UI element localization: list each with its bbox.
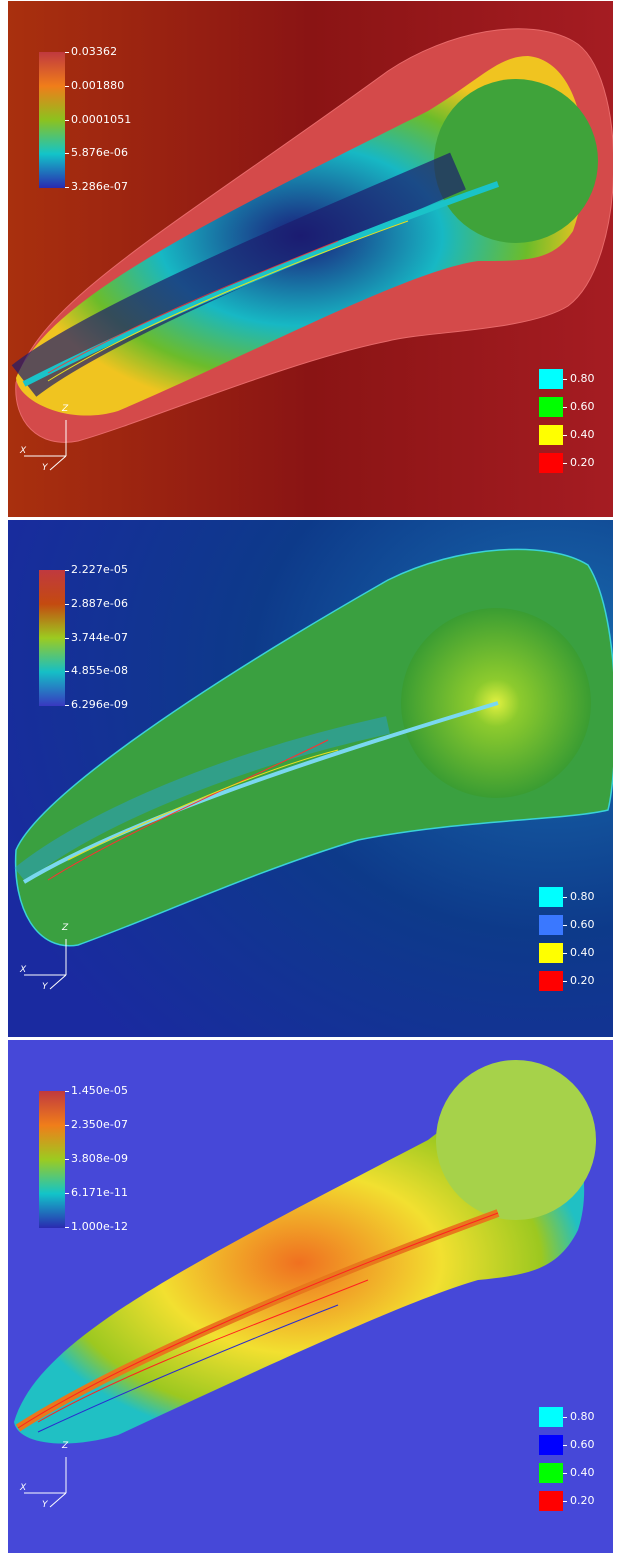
colorbar-tick-label: 6.171e-11 <box>71 1186 129 1199</box>
legend-swatch <box>539 1491 563 1511</box>
panel-tracer: 0.80 0.60 0.40 0.20 Z X Y 1.450e-05 2.350e-0… <box>8 1040 613 1553</box>
axis-y-label: Y <box>42 982 48 992</box>
colorbar-tick <box>65 1193 69 1194</box>
colorbar-tick-label: 2.350e-07 <box>71 1118 129 1131</box>
colorbar-tick <box>65 119 69 121</box>
legend-swatch <box>539 915 563 935</box>
axis-y-label: Y <box>42 463 48 473</box>
contour-legend-pressure: 0.80 0.60 0.40 0.20 <box>539 887 595 1002</box>
legend-swatch <box>539 1407 563 1427</box>
density-visualization <box>8 1 613 517</box>
legend-label: 0.80 <box>570 1410 595 1423</box>
legend-label: 0.60 <box>570 400 595 413</box>
colorbar-tick-label: 3.808e-09 <box>71 1152 129 1165</box>
contour-legend-density: 0.80 0.60 0.40 0.20 <box>539 369 595 484</box>
colorbar-tick-label: 1.450e-05 <box>71 1084 129 1097</box>
colorbar-tick-label: 4.855e-08 <box>71 664 129 678</box>
colorbar-tick-label: 3.286e-07 <box>71 180 129 193</box>
legend-label: 0.40 <box>570 1466 595 1479</box>
colorbar-tick-label: 6.296e-09 <box>71 698 129 711</box>
colorbar-tick <box>65 637 69 639</box>
legend-label: 0.20 <box>570 456 595 469</box>
axis-z-label: Z <box>62 923 69 933</box>
legend-tick <box>563 379 567 380</box>
legend-label: 0.60 <box>570 918 595 931</box>
colorbar-tick-label: 0.03362 <box>71 45 118 58</box>
legend-tick <box>563 925 567 926</box>
legend-swatch <box>539 1463 563 1483</box>
legend-label: 0.80 <box>570 890 595 903</box>
colorbar-tick-label: 0.001880 <box>71 78 125 92</box>
colorbar-tick <box>65 603 69 605</box>
legend-swatch <box>539 887 563 907</box>
legend-tick <box>563 407 567 408</box>
colorbar-tick-label: 2.227e-05 <box>71 563 129 576</box>
colorbar-tick <box>65 52 69 53</box>
legend-label: 0.20 <box>570 974 595 987</box>
legend-tick <box>563 1501 567 1502</box>
legend-tick <box>563 1417 567 1418</box>
axis-x-label: X <box>20 965 27 975</box>
colorbar-gradient <box>39 1091 65 1228</box>
colorbar-pressure <box>39 570 65 706</box>
colorbar-tick-label: 3.744e-07 <box>71 630 129 644</box>
axis-x-label: X <box>20 446 27 456</box>
axis-x-label: X <box>20 1483 27 1493</box>
pressure-visualization <box>8 520 613 1037</box>
legend-swatch <box>539 453 563 473</box>
colorbar-tracer <box>39 1091 65 1228</box>
axis-z-label: Z <box>62 404 69 414</box>
legend-tick <box>563 435 567 436</box>
axes-triad: Z X Y <box>20 404 80 476</box>
axes-triad: Z X Y <box>20 1441 80 1513</box>
colorbar-tick <box>65 187 69 188</box>
legend-label: 0.40 <box>570 946 595 959</box>
legend-swatch <box>539 397 563 417</box>
legend-swatch <box>539 971 563 991</box>
axes-triad: Z X Y <box>20 923 80 995</box>
legend-label: 0.40 <box>570 428 595 441</box>
colorbar-tick <box>65 705 69 706</box>
legend-swatch <box>539 943 563 963</box>
axis-y-label: Y <box>42 1500 48 1510</box>
panel-pressure: 0.80 0.60 0.40 0.20 Z X Y 2.227e-05 2.887e-0… <box>8 520 613 1037</box>
colorbar-tick <box>65 1227 69 1228</box>
colorbar-density <box>39 52 65 188</box>
legend-tick <box>563 463 567 464</box>
legend-swatch <box>539 425 563 445</box>
axis-z-label: Z <box>62 1441 69 1451</box>
colorbar-tick-label: 2.887e-06 <box>71 596 129 610</box>
colorbar-gradient <box>39 52 65 188</box>
legend-tick <box>563 981 567 982</box>
legend-label: 0.20 <box>570 1494 595 1507</box>
colorbar-tick-label: 5.876e-06 <box>71 146 129 160</box>
colorbar-tick <box>65 671 69 673</box>
colorbar-gradient <box>39 570 65 706</box>
colorbar-tick <box>65 570 69 571</box>
panel-density: 0.80 0.60 0.40 0.20 Z X Y 0.03362 0.001880 0.… <box>8 1 613 517</box>
legend-swatch <box>539 369 563 389</box>
colorbar-tick <box>65 1125 69 1126</box>
contour-legend-tracer: 0.80 0.60 0.40 0.20 <box>539 1407 595 1523</box>
legend-tick <box>563 953 567 954</box>
legend-tick <box>563 1445 567 1446</box>
colorbar-tick <box>65 153 69 155</box>
tracer-visualization <box>8 1040 613 1553</box>
colorbar-tick <box>65 85 69 87</box>
legend-tick <box>563 897 567 898</box>
legend-label: 0.80 <box>570 372 595 385</box>
colorbar-tick-label: 0.0001051 <box>71 112 132 126</box>
colorbar-tick-label: 1.000e-12 <box>71 1220 129 1233</box>
legend-label: 0.60 <box>570 1438 595 1451</box>
colorbar-tick <box>65 1091 69 1092</box>
legend-swatch <box>539 1435 563 1455</box>
colorbar-tick <box>65 1159 69 1160</box>
legend-tick <box>563 1473 567 1474</box>
